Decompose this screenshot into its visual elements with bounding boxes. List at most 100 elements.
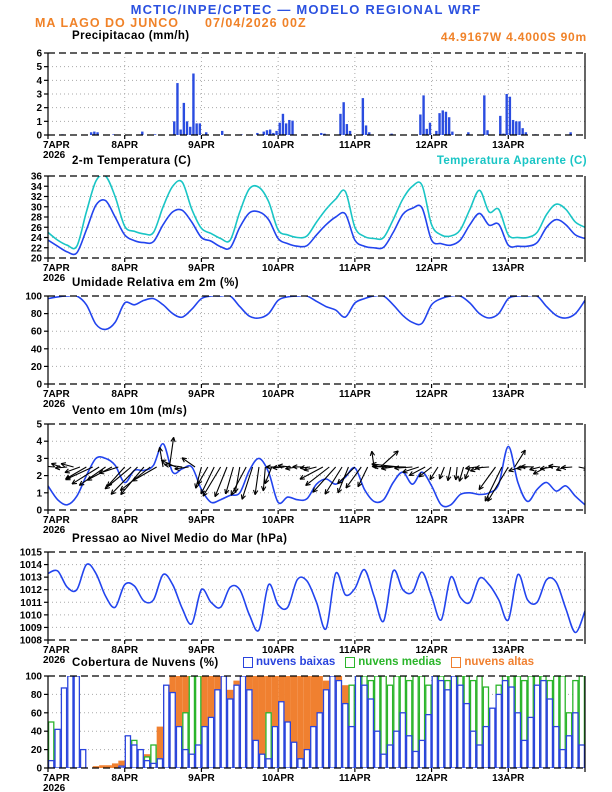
chart-title-wind: Vento em 10m (m/s): [72, 405, 188, 417]
svg-text:8APR: 8APR: [111, 140, 138, 151]
svg-text:1008: 1008: [20, 636, 43, 647]
high-clouds-swatch-icon: [451, 656, 462, 668]
svg-text:9APR: 9APR: [188, 389, 215, 400]
legend-label-mid: nuvens medias: [358, 656, 442, 668]
svg-text:9APR: 9APR: [188, 773, 215, 784]
svg-text:2026: 2026: [43, 525, 66, 536]
svg-text:30: 30: [31, 202, 43, 213]
svg-text:8APR: 8APR: [111, 389, 138, 400]
svg-text:1013: 1013: [20, 573, 43, 584]
svg-text:22: 22: [31, 243, 43, 254]
svg-text:13APR: 13APR: [492, 773, 525, 784]
svg-text:0: 0: [36, 380, 42, 391]
svg-text:2026: 2026: [43, 150, 66, 161]
svg-text:3: 3: [36, 90, 42, 101]
svg-text:5: 5: [36, 420, 42, 431]
svg-text:13APR: 13APR: [492, 140, 525, 151]
svg-text:13APR: 13APR: [492, 389, 525, 400]
svg-text:80: 80: [31, 309, 43, 320]
svg-text:34: 34: [31, 182, 43, 193]
svg-text:24: 24: [31, 233, 43, 244]
svg-text:60: 60: [31, 327, 43, 338]
svg-text:0: 0: [36, 506, 42, 517]
svg-text:10APR: 10APR: [262, 773, 295, 784]
svg-text:5: 5: [36, 62, 42, 73]
svg-text:2026: 2026: [43, 399, 66, 410]
mid-clouds-swatch-icon: [345, 656, 356, 668]
svg-text:2026: 2026: [43, 273, 66, 284]
svg-text:1012: 1012: [20, 585, 43, 596]
svg-text:12APR: 12APR: [415, 645, 448, 656]
chart-title-humidity: Umidade Relativa em 2m (%): [72, 277, 239, 289]
svg-text:12APR: 12APR: [415, 773, 448, 784]
svg-text:7APR: 7APR: [43, 263, 70, 274]
chart-title-temperature: 2-m Temperatura (C): [72, 155, 192, 167]
legend-label-high: nuvens altas: [464, 656, 535, 668]
svg-text:13APR: 13APR: [492, 645, 525, 656]
svg-text:7APR: 7APR: [43, 773, 70, 784]
svg-text:1014: 1014: [20, 560, 43, 571]
svg-text:8APR: 8APR: [111, 773, 138, 784]
legend-item-low-clouds: nuvens baixas: [243, 656, 335, 668]
svg-text:12APR: 12APR: [415, 515, 448, 526]
svg-text:10APR: 10APR: [262, 645, 295, 656]
svg-text:1011: 1011: [20, 598, 42, 609]
svg-text:7APR: 7APR: [43, 389, 70, 400]
svg-text:9APR: 9APR: [188, 140, 215, 151]
cloud-legend: nuvens baixas nuvens medias nuvens altas: [243, 656, 534, 668]
svg-text:3: 3: [36, 454, 42, 465]
svg-text:13APR: 13APR: [492, 515, 525, 526]
svg-text:100: 100: [25, 672, 42, 683]
svg-text:80: 80: [31, 690, 43, 701]
svg-text:7APR: 7APR: [43, 140, 70, 151]
svg-text:2: 2: [36, 471, 42, 482]
svg-text:1009: 1009: [20, 623, 43, 634]
svg-text:6: 6: [36, 49, 42, 60]
svg-text:11APR: 11APR: [339, 645, 371, 656]
page-title: MCTIC/INPE/CPTEC — MODELO REGIONAL WRF: [130, 2, 482, 17]
svg-text:26: 26: [31, 223, 43, 234]
svg-text:10APR: 10APR: [262, 515, 295, 526]
svg-text:12APR: 12APR: [415, 140, 448, 151]
svg-text:9APR: 9APR: [188, 515, 215, 526]
svg-text:8APR: 8APR: [111, 515, 138, 526]
low-clouds-swatch-icon: [243, 656, 253, 668]
svg-text:0: 0: [36, 131, 42, 142]
svg-text:20: 20: [31, 362, 43, 373]
svg-text:2: 2: [36, 103, 42, 114]
svg-text:32: 32: [31, 192, 43, 203]
svg-text:12APR: 12APR: [415, 389, 448, 400]
svg-text:7APR: 7APR: [43, 515, 70, 526]
svg-text:0: 0: [36, 764, 42, 775]
chart-title-pressure: Pressao ao Nivel Medio do Mar (hPa): [72, 533, 288, 545]
svg-text:8APR: 8APR: [111, 645, 138, 656]
svg-text:9APR: 9APR: [188, 263, 215, 274]
svg-text:1010: 1010: [20, 610, 43, 621]
svg-text:1015: 1015: [20, 548, 43, 559]
svg-text:4: 4: [36, 76, 42, 87]
legend-item-mid-clouds: nuvens medias: [345, 656, 441, 668]
chart-title-precipitation: Precipitacao (mm/h): [72, 30, 190, 42]
chart-title-clouds: Cobertura de Nuvens (%): [72, 657, 219, 669]
svg-text:1: 1: [36, 117, 42, 128]
svg-text:1: 1: [36, 488, 42, 499]
station-coordinates: 44.9167W 4.4000S 90m: [440, 30, 587, 44]
svg-text:11APR: 11APR: [339, 773, 371, 784]
svg-text:40: 40: [31, 344, 43, 355]
svg-text:40: 40: [31, 727, 43, 738]
svg-text:12APR: 12APR: [415, 263, 448, 274]
svg-text:100: 100: [25, 292, 42, 303]
svg-text:13APR: 13APR: [492, 263, 525, 274]
svg-text:20: 20: [31, 745, 43, 756]
svg-text:20: 20: [31, 254, 43, 265]
chart-pressure: 100810091010101110121013101410157APR2026…: [20, 548, 586, 666]
svg-text:8APR: 8APR: [111, 263, 138, 274]
svg-text:10APR: 10APR: [262, 263, 295, 274]
chart-label-apparent-temperature: Temperatura Aparente (C): [436, 155, 587, 167]
svg-text:9APR: 9APR: [188, 645, 215, 656]
svg-text:28: 28: [31, 213, 43, 224]
station-name: MA LAGO DO JUNCO: [35, 16, 180, 30]
legend-label-low: nuvens baixas: [256, 656, 336, 668]
svg-text:2026: 2026: [43, 655, 66, 666]
